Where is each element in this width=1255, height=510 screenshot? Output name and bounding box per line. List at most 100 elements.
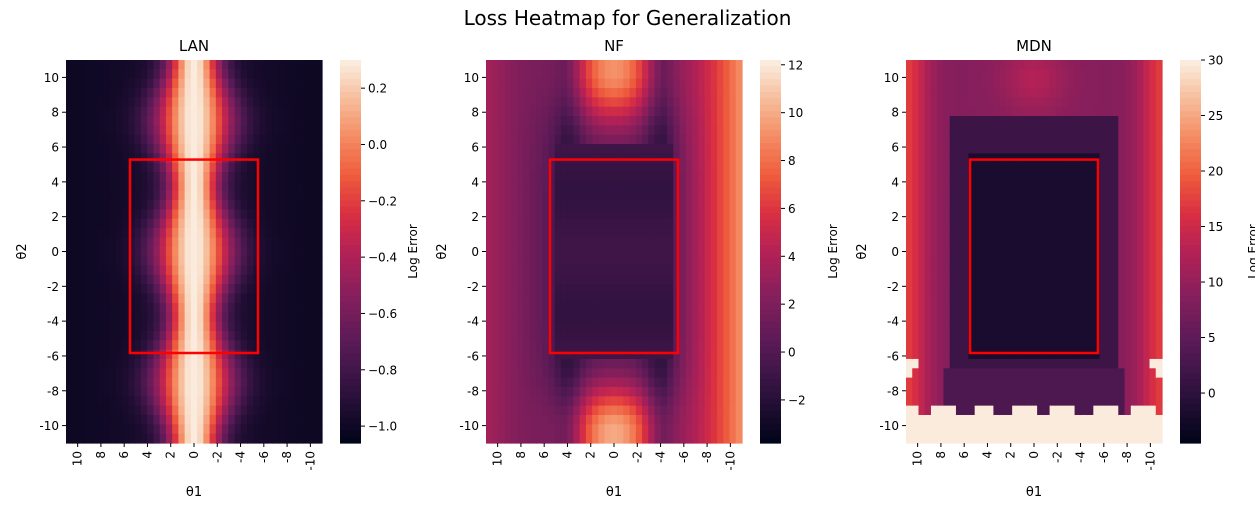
heatmap-cell [617,246,624,257]
heatmap-cell [203,106,211,117]
heatmap-cell [315,246,323,257]
heatmap-cell [240,88,248,98]
heatmap-cell [140,293,148,304]
colorbar-tick-label: −0.4 [368,251,397,265]
heatmap-cell [918,312,926,323]
heatmap-cell [648,200,656,211]
heatmap-cell [906,209,913,220]
heatmap-cell [253,312,261,323]
heatmap-cell [1049,78,1057,89]
heatmap-cell [585,386,593,397]
heatmap-cell [629,284,637,295]
heatmap-cell [592,284,599,295]
heatmap-cell [1093,116,1101,126]
colorbar-segment [340,155,361,163]
x-axis-label: θ1 [606,485,622,500]
heatmap-cell [912,405,920,416]
heatmap-cell [529,265,537,276]
heatmap-cell [209,405,217,416]
heatmap-cell [573,424,581,435]
heatmap-cell [924,237,932,248]
heatmap-cell [140,209,148,220]
heatmap-cell [1099,302,1107,313]
heatmap-cell [1093,144,1101,155]
heatmap-cell [1093,237,1101,248]
heatmap-cell [629,97,637,108]
heatmap-cell [573,162,581,173]
heatmap-cell [172,134,179,145]
heatmap-cell [679,433,687,444]
heatmap-cell [78,97,86,108]
heatmap-cell [303,228,311,239]
heatmap-cell [968,302,976,313]
heatmap-cell [1049,349,1057,360]
heatmap-cell [993,97,1001,108]
heatmap-cell [1055,237,1063,248]
heatmap-cell [1018,386,1026,397]
heatmap-cell [723,349,731,360]
heatmap-cell [554,144,562,155]
heatmap-cell [523,284,531,295]
heatmap-cell [943,349,951,360]
heatmap-cell [184,302,192,313]
heatmap-cell [642,144,649,155]
heatmap-cell [1030,172,1038,183]
heatmap-cell [97,88,105,98]
heatmap-cell [912,78,920,89]
heatmap-cell [272,368,279,379]
heatmap-cell [72,377,80,388]
heatmap-cell [579,125,587,136]
heatmap-cell [190,190,198,201]
heatmap-cell [498,274,506,285]
heatmap-cell [197,116,204,126]
heatmap-cell [1099,144,1107,155]
heatmap-cell [172,181,179,192]
heatmap-cell [698,200,706,211]
heatmap-cell [924,256,932,267]
heatmap-cell [930,144,938,155]
heatmap-cell [1105,78,1113,89]
heatmap-cell [579,97,587,108]
heatmap-cell [303,200,311,211]
heatmap-cell [184,377,192,388]
heatmap-cell [498,134,506,145]
heatmap-cell [692,330,699,341]
heatmap-cell [1105,144,1113,155]
heatmap-cell [1105,209,1113,220]
heatmap-cell [592,414,599,425]
heatmap-cell [1037,69,1044,80]
colorbar-segment [760,245,781,253]
heatmap-cell [72,209,80,220]
heatmap-cell [548,69,556,80]
heatmap-cell [115,256,123,267]
heatmap-cell [598,60,606,70]
heatmap-cell [943,228,951,239]
heatmap-cell [610,78,618,89]
heatmap-cell [673,274,681,285]
y-tick-label: 0 [471,245,479,259]
heatmap-cell [315,293,323,304]
heatmap-cell [297,284,304,295]
heatmap-cell [234,293,242,304]
heatmap-cell [648,181,656,192]
heatmap-cell [912,69,920,80]
colorbar-segment [760,79,781,87]
colorbar-tick-label: 0 [788,346,796,360]
heatmap-cell [486,312,493,323]
heatmap-cell [1055,433,1063,444]
heatmap-cell [685,368,693,379]
heatmap-cell [1080,377,1088,388]
heatmap-cell [265,181,273,192]
heatmap-cell [90,396,98,407]
heatmap-cell [140,228,148,239]
heatmap-cell [290,284,298,295]
heatmap-cell [660,218,668,229]
y-tick-label: -10 [39,419,59,433]
heatmap-cell [153,274,161,285]
heatmap-cell [1062,60,1069,70]
heatmap-cell [529,190,537,201]
heatmap-cell [72,237,80,248]
heatmap-cell [109,106,117,117]
colorbar-segment [760,206,781,214]
heatmap-cell [937,396,945,407]
